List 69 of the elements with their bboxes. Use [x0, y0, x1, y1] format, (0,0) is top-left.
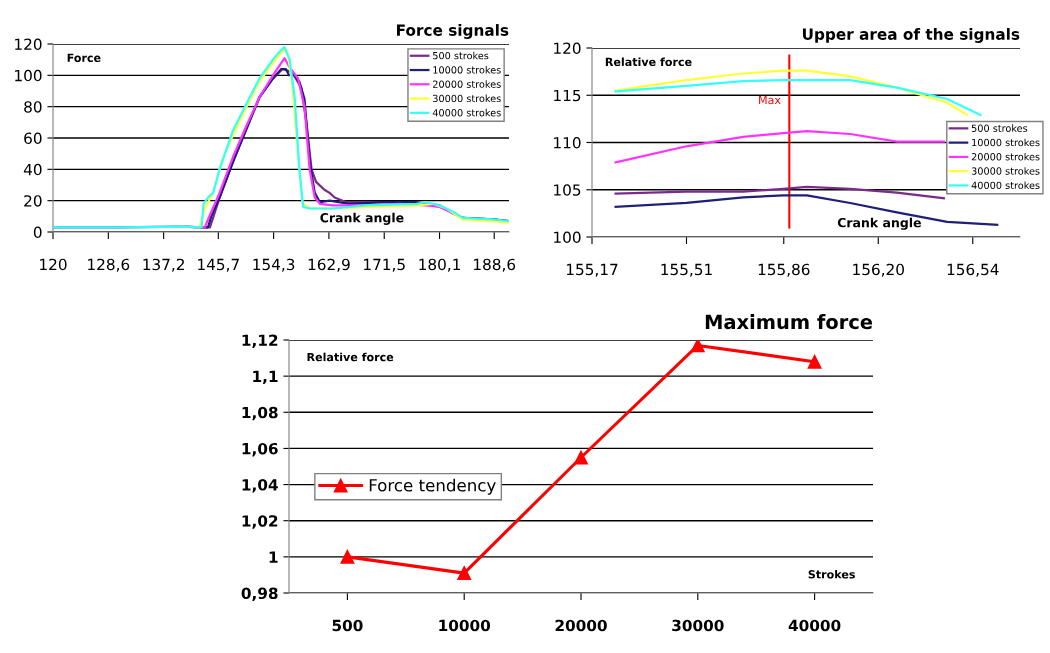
point — [807, 354, 822, 369]
x-tick-label: 156,20 — [853, 263, 904, 277]
x-tick-label: 30000 — [672, 619, 724, 632]
chart-title: Force signals — [397, 24, 509, 39]
x-tick-label: 180,1 — [419, 258, 460, 272]
y-tick-label: 120 — [554, 42, 581, 55]
y-axis-title: Relative force — [307, 352, 394, 362]
y-tick-label: 105 — [554, 184, 581, 196]
y-tick-label: 110 — [554, 136, 581, 149]
y-tick-label: 1,12 — [242, 334, 278, 348]
y-tick-label: 0,98 — [241, 587, 278, 601]
y-tick-label: 1,04 — [242, 479, 278, 493]
x-tick-label: 162,9 — [308, 258, 350, 272]
legend-label: 10000 strokes — [972, 138, 1040, 147]
x-tick-label: 500 — [332, 619, 363, 632]
x-tick-label: 188,6 — [474, 258, 516, 272]
x-tick-label: 154,3 — [253, 258, 295, 272]
legend-label: Force tendency — [369, 478, 496, 495]
y-tick-label: 100 — [15, 69, 42, 82]
x-tick-label: 155,17 — [566, 263, 618, 277]
y-tick-label: 1 — [269, 551, 278, 563]
x-axis-title: Crank angle — [837, 217, 921, 230]
x-tick-label: 20000 — [555, 619, 607, 632]
point — [574, 450, 588, 465]
legend-label: 40000 strokes — [971, 181, 1040, 189]
legend-label: 10000 strokes — [433, 66, 501, 74]
y-tick-label: 1,06 — [242, 442, 278, 457]
line-series — [614, 130, 945, 164]
x-axis-title: Crank angle — [320, 212, 404, 225]
point — [457, 566, 472, 581]
y-tick-label: 1,02 — [242, 515, 278, 529]
chart-title: Upper area of the signals — [802, 28, 1020, 43]
x-tick-label: 155,86 — [758, 263, 810, 277]
legend-label: 500 strokes — [433, 51, 489, 60]
y-axis-title: Relative force — [605, 57, 692, 67]
y-tick-label: 40 — [23, 163, 42, 176]
x-tick-label: 137,2 — [143, 258, 184, 272]
point — [340, 549, 355, 564]
chart-title: Maximum force — [705, 314, 873, 330]
x-tick-label: 40000 — [788, 619, 841, 632]
x-tick-label: 171,5 — [364, 258, 405, 272]
legend-label: 20000 strokes — [432, 80, 501, 88]
x-tick-label: 120 — [40, 258, 67, 271]
x-tick-label: 145,7 — [198, 258, 239, 272]
y-tick-label: 80 — [24, 101, 42, 113]
x-tick-label: 128,6 — [88, 258, 130, 272]
y-tick-label: 1,08 — [242, 406, 278, 421]
y-tick-label: 115 — [554, 89, 581, 102]
y-tick-label: 1,1 — [253, 370, 278, 385]
line-series — [614, 79, 982, 117]
y-tick-label: 0 — [33, 226, 42, 239]
y-tick-label: 20 — [24, 195, 42, 207]
y-tick-label: 60 — [24, 132, 42, 145]
point — [690, 340, 705, 353]
x-tick-label: 10000 — [439, 619, 491, 632]
x-axis-title: Strokes — [808, 569, 855, 579]
y-tick-label: 100 — [554, 231, 581, 244]
legend-label: 30000 strokes — [433, 94, 501, 103]
y-tick-label: 120 — [15, 38, 42, 51]
x-tick-label: 156,54 — [947, 263, 999, 277]
legend-label: 40000 strokes — [432, 108, 501, 117]
y-axis-title: Force — [67, 53, 101, 62]
line-series — [614, 185, 945, 200]
ref-line-label: Max — [759, 95, 781, 105]
legend-label: 20000 strokes — [971, 152, 1040, 161]
line-series — [614, 69, 969, 117]
legend-label: 30000 strokes — [971, 167, 1040, 175]
x-tick-label: 155,51 — [661, 263, 712, 277]
legend-label: 500 strokes — [971, 124, 1028, 132]
